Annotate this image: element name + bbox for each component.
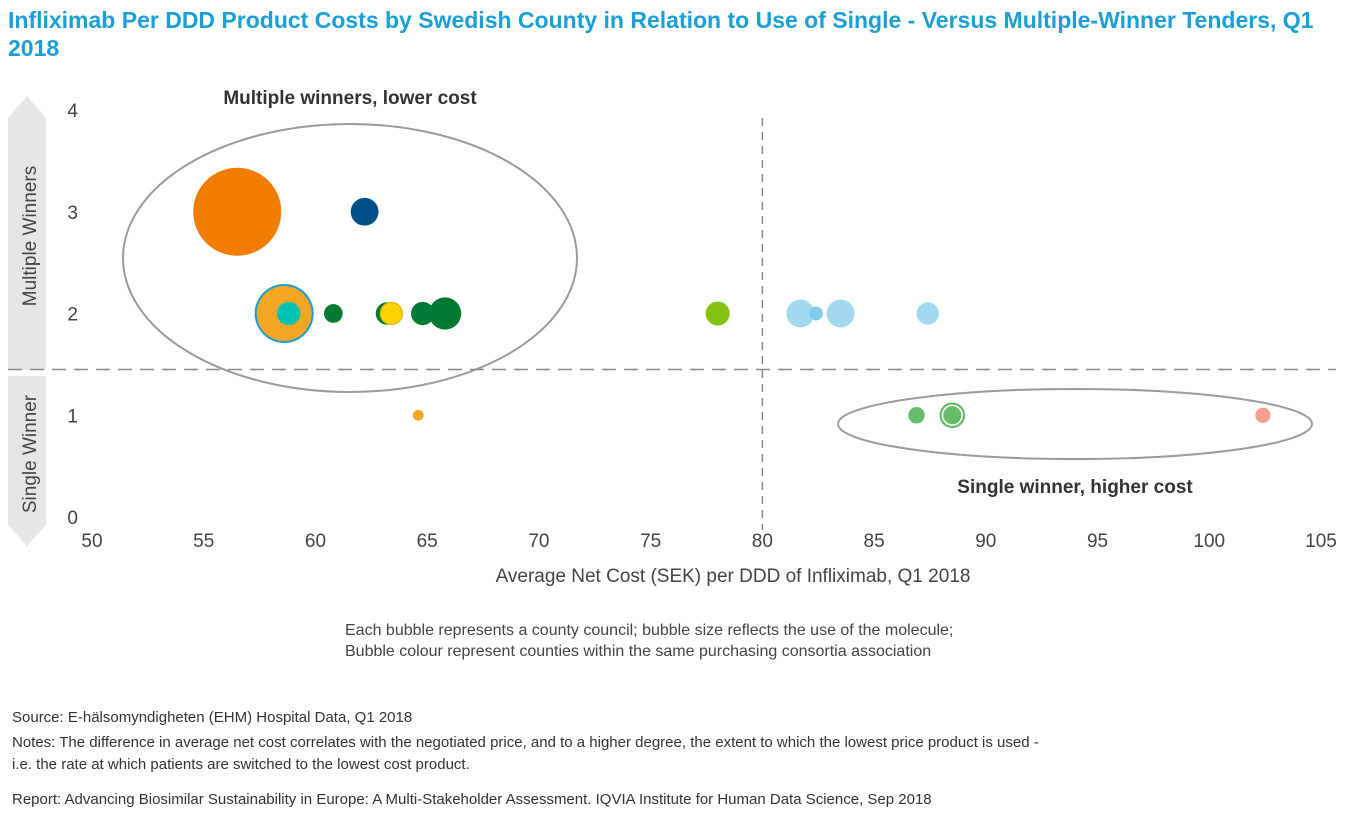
chart-title: Infliximab Per DDD Product Costs by Swed…: [8, 7, 1314, 61]
footer-notes-1: Notes: The difference in average net cos…: [12, 734, 1039, 751]
bubble: [1255, 407, 1271, 423]
x-tick-label: 60: [305, 531, 326, 552]
y-tick-label: 1: [67, 406, 78, 427]
x-tick-label: 65: [417, 531, 438, 552]
x-tick-label: 70: [528, 531, 549, 552]
legend-text: Each bubble represents a county council;…: [345, 620, 953, 662]
bubble-chart: Multiple Winners Single Winner 50 55 60 65 7…: [8, 88, 1337, 587]
annotation-multiple-winners: Multiple winners, lower cost: [223, 88, 477, 109]
x-tick-label: 100: [1193, 531, 1225, 552]
axis-ticks: 50 55 60 65 70 75 80 85 90 95 100 105 0 1 2 3 4: [67, 101, 1336, 552]
multiple-winners-band: [8, 96, 46, 370]
x-tick-label: 80: [752, 531, 773, 552]
bubble: [411, 301, 435, 326]
bubble: [826, 299, 855, 328]
bubble: [276, 301, 301, 326]
single-winner-band: [8, 376, 46, 546]
bubble: [381, 303, 402, 324]
bubbles: [193, 167, 1271, 429]
bubble: [916, 302, 939, 325]
legend-line-1: Each bubble represents a county council;…: [345, 622, 954, 639]
bubble: [786, 299, 815, 328]
bubble: [323, 304, 343, 323]
bubble: [428, 297, 462, 330]
single-winner-ellipse: [837, 388, 1313, 460]
y-tick-label: 0: [67, 508, 78, 529]
bubble: [350, 197, 379, 226]
bubble: [939, 402, 966, 429]
bubble-ring: [941, 404, 963, 426]
footer-source: Source: E-hälsomyndigheten (EHM) Hospita…: [12, 709, 413, 726]
x-tick-label: 95: [1087, 531, 1108, 552]
bubble: [809, 306, 823, 321]
y-tick-label: 2: [67, 305, 78, 326]
footer-report: Report: Advancing Biosimilar Sustainabil…: [12, 791, 932, 808]
y-category-label-single: Single Winner: [20, 394, 41, 513]
x-tick-label: 75: [640, 531, 661, 552]
y-tick-label: 4: [67, 101, 78, 122]
bubble: [705, 301, 730, 326]
bubble: [193, 167, 282, 256]
x-tick-label: 85: [864, 531, 885, 552]
annotation-single-winner: Single winner, higher cost: [957, 477, 1193, 498]
footer-notes-2: i.e. the rate at which patients are swit…: [12, 756, 470, 773]
bubble: [908, 407, 925, 424]
y-tick-label: 3: [67, 203, 78, 224]
reference-lines: [8, 118, 1336, 530]
y-category-label-multiple: Multiple Winners: [20, 166, 41, 306]
x-tick-label: 50: [81, 531, 102, 552]
x-tick-label: 105: [1305, 531, 1337, 552]
x-axis-label: Average Net Cost (SEK) per DDD of Inflix…: [496, 566, 971, 587]
bubble: [412, 409, 424, 421]
x-tick-label: 55: [193, 531, 214, 552]
legend-line-2: Bubble colour represent counties within …: [345, 643, 932, 660]
multiple-winners-ellipse: [122, 123, 578, 393]
x-tick-label: 90: [975, 531, 996, 552]
